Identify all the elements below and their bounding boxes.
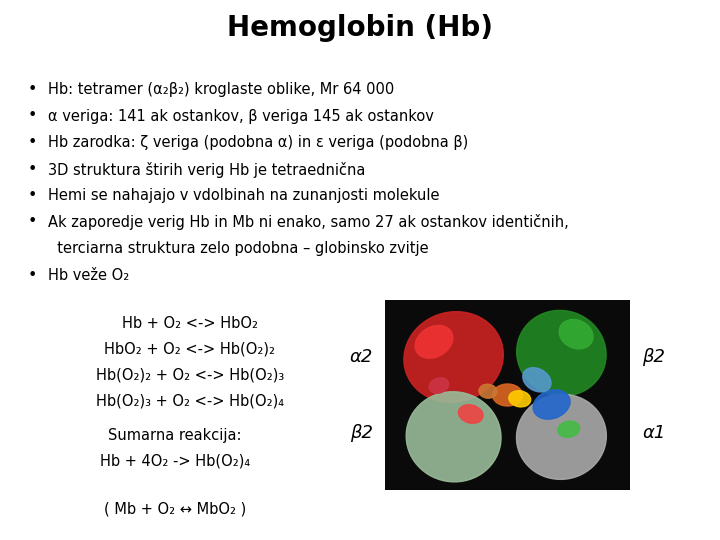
Text: Hb(O₂)₃ + O₂ <-> Hb(O₂)₄: Hb(O₂)₃ + O₂ <-> Hb(O₂)₄ [96,394,284,409]
Ellipse shape [517,310,606,396]
Ellipse shape [492,384,523,406]
Text: •: • [28,188,37,203]
Ellipse shape [479,384,497,398]
Text: Ak zaporedje verig Hb in Mb ni enako, samo 27 ak ostankov identičnih,: Ak zaporedje verig Hb in Mb ni enako, sa… [48,214,569,231]
Ellipse shape [429,377,449,393]
Text: Hb: tetramer (α₂β₂) kroglaste oblike, Mr 64 000: Hb: tetramer (α₂β₂) kroglaste oblike, Mr… [48,82,395,97]
Text: α1: α1 [642,424,665,442]
Ellipse shape [459,404,483,423]
Text: β2: β2 [642,348,665,366]
Ellipse shape [404,312,503,402]
Ellipse shape [509,391,531,407]
Text: ( Mb + O₂ ↔ MbO₂ ): ( Mb + O₂ ↔ MbO₂ ) [104,502,246,517]
Text: α veriga: 141 ak ostankov, β veriga 145 ak ostankov: α veriga: 141 ak ostankov, β veriga 145 … [48,109,434,124]
Ellipse shape [523,368,551,392]
Text: •: • [28,109,37,124]
Text: •: • [28,214,37,230]
Text: Hemoglobin (Hb): Hemoglobin (Hb) [227,14,493,42]
Text: Hb veže O₂: Hb veže O₂ [48,267,130,282]
Text: α2: α2 [350,348,373,366]
Text: Hb zarodka: ζ veriga (podobna α) in ε veriga (podobna β): Hb zarodka: ζ veriga (podobna α) in ε ve… [48,135,468,150]
Ellipse shape [533,390,570,419]
Text: Hb + O₂ <-> HbO₂: Hb + O₂ <-> HbO₂ [122,316,258,331]
Text: •: • [28,267,37,282]
Text: •: • [28,161,37,177]
Text: β2: β2 [350,424,373,442]
Ellipse shape [516,394,606,480]
Bar [385,300,630,490]
Text: Hb(O₂)₂ + O₂ <-> Hb(O₂)₃: Hb(O₂)₂ + O₂ <-> Hb(O₂)₃ [96,368,284,383]
Text: Hb + 4O₂ -> Hb(O₂)₄: Hb + 4O₂ -> Hb(O₂)₄ [100,454,250,469]
Ellipse shape [406,392,501,482]
Text: •: • [28,82,37,97]
Ellipse shape [559,320,593,349]
Text: HbO₂ + O₂ <-> Hb(O₂)₂: HbO₂ + O₂ <-> Hb(O₂)₂ [104,342,276,357]
Text: Sumarna reakcija:: Sumarna reakcija: [108,428,242,443]
Text: Hemi se nahajajo v vdolbinah na zunanjosti molekule: Hemi se nahajajo v vdolbinah na zunanjos… [48,188,439,203]
Text: •: • [28,135,37,150]
Ellipse shape [415,326,453,358]
Text: 3D struktura štirih verig Hb je tetraednična: 3D struktura štirih verig Hb je tetraedn… [48,161,365,178]
Ellipse shape [558,421,580,437]
Text: terciarna struktura zelo podobna – globinsko zvitje: terciarna struktura zelo podobna – globi… [48,241,428,256]
